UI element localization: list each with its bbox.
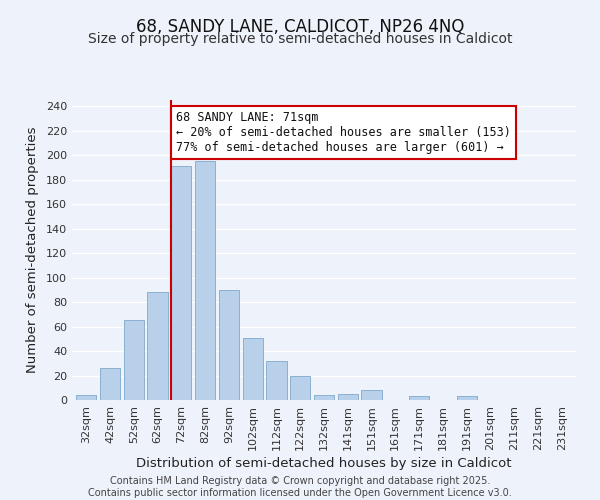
Bar xyxy=(409,396,429,400)
Bar xyxy=(361,390,382,400)
Text: Contains public sector information licensed under the Open Government Licence v3: Contains public sector information licen… xyxy=(88,488,512,498)
Bar xyxy=(219,290,239,400)
Y-axis label: Number of semi-detached properties: Number of semi-detached properties xyxy=(26,126,39,373)
Bar xyxy=(338,394,358,400)
Bar xyxy=(242,338,263,400)
Text: 68, SANDY LANE, CALDICOT, NP26 4NQ: 68, SANDY LANE, CALDICOT, NP26 4NQ xyxy=(136,18,464,36)
Bar xyxy=(171,166,191,400)
Bar xyxy=(100,368,120,400)
Text: Contains HM Land Registry data © Crown copyright and database right 2025.: Contains HM Land Registry data © Crown c… xyxy=(110,476,490,486)
Bar xyxy=(314,395,334,400)
Bar xyxy=(148,292,167,400)
Bar xyxy=(266,361,287,400)
Bar xyxy=(457,396,477,400)
X-axis label: Distribution of semi-detached houses by size in Caldicot: Distribution of semi-detached houses by … xyxy=(136,457,512,470)
Bar xyxy=(195,161,215,400)
Bar xyxy=(290,376,310,400)
Text: 68 SANDY LANE: 71sqm
← 20% of semi-detached houses are smaller (153)
77% of semi: 68 SANDY LANE: 71sqm ← 20% of semi-detac… xyxy=(176,111,511,154)
Bar xyxy=(124,320,144,400)
Bar xyxy=(76,395,97,400)
Text: Size of property relative to semi-detached houses in Caldicot: Size of property relative to semi-detach… xyxy=(88,32,512,46)
